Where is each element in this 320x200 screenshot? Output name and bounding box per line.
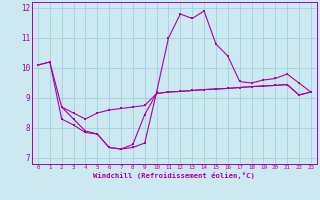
X-axis label: Windchill (Refroidissement éolien,°C): Windchill (Refroidissement éolien,°C): [93, 172, 255, 179]
